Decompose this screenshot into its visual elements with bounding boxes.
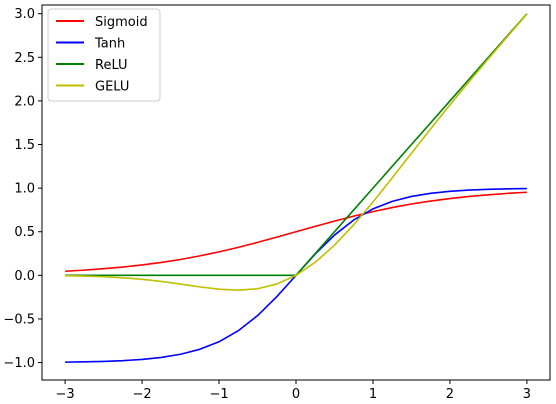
y-tick-label: 1.5 (14, 138, 35, 153)
x-axis: −3 −2 −1 0 1 2 3 (56, 380, 531, 402)
y-axis: −1.0 −0.5 0.0 0.5 1.0 1.5 2.0 2.5 3.0 (3, 7, 42, 371)
y-tick-label: 2.0 (14, 94, 35, 109)
y-tick-label: −0.5 (3, 312, 35, 327)
y-tick-label: −1.0 (3, 356, 35, 371)
x-tick-label: 0 (292, 387, 300, 402)
legend-label-sigmoid: Sigmoid (95, 15, 148, 30)
y-tick-label: 3.0 (14, 7, 35, 22)
y-tick-label: 1.0 (14, 182, 35, 197)
series-layer (65, 13, 528, 363)
legend: Sigmoid Tanh ReLU GELU (47, 8, 161, 102)
legend-label-gelu: GELU (95, 80, 129, 95)
series-line-gelu (65, 13, 528, 291)
y-tick-label: 0.0 (14, 269, 35, 284)
legend-label-tanh: Tanh (94, 37, 125, 52)
x-tick-label: −1 (209, 387, 228, 402)
x-tick-label: 3 (523, 387, 531, 402)
y-tick-label: 2.5 (14, 51, 35, 66)
x-tick-label: −3 (56, 387, 75, 402)
series-line-sigmoid (65, 191, 527, 273)
x-tick-label: 2 (446, 387, 454, 402)
x-tick-label: −2 (132, 387, 151, 402)
y-tick-label: 0.5 (14, 225, 35, 240)
legend-label-relu: ReLU (95, 58, 128, 73)
x-tick-label: 1 (369, 387, 377, 402)
legend-box (47, 8, 161, 102)
